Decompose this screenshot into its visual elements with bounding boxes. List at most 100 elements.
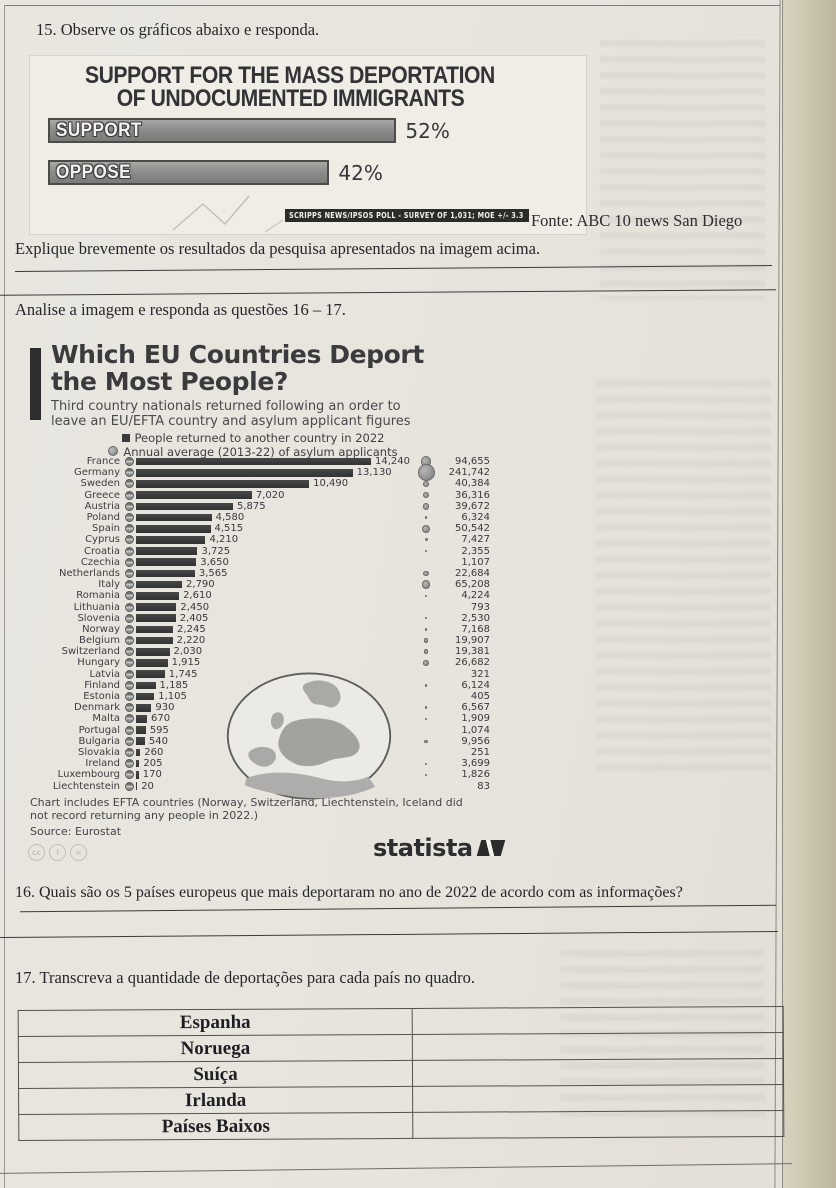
page-border-bottom: [0, 1163, 792, 1174]
flag-icon: [122, 725, 136, 735]
returned-bar-track: 1,105: [136, 691, 414, 702]
chart-row: Estonia 1,105 405: [28, 691, 590, 702]
returned-bar-track: 205: [136, 758, 414, 769]
returned-bar-track: 3,565: [136, 568, 414, 579]
asylum-dot-cell: [414, 627, 438, 631]
returned-bar-track: 2,790: [136, 579, 414, 590]
returned-bar-track: 4,515: [136, 523, 414, 534]
asylum-dot-cell: [414, 524, 438, 533]
asylum-dot: [423, 570, 429, 577]
chart-row: Netherlands 3,565 22,684: [28, 568, 590, 579]
fonte-text: Fonte: ABC 10 news San Diego: [531, 211, 743, 230]
asylum-dot: [425, 773, 427, 776]
returned-bar: [136, 782, 138, 790]
country-label: Denmark: [74, 702, 120, 714]
returned-value: 10,490: [313, 478, 349, 490]
chart-row: Poland 4,580 6,324: [28, 512, 590, 523]
returned-bar: [136, 759, 140, 768]
country-cell: Espanha: [18, 1008, 413, 1037]
returned-bar: [136, 592, 180, 600]
returned-bar: [136, 480, 310, 488]
country-label: Norway: [82, 623, 120, 635]
asylum-value: 65,208: [455, 579, 490, 591]
returned-bar: [136, 748, 141, 757]
country-label: Romania: [76, 590, 120, 602]
asylum-dot-cell: [414, 717, 438, 720]
returned-bar-track: 2,220: [136, 635, 414, 646]
chart-row: Slovakia 260 251: [28, 747, 590, 758]
returned-value: 2,610: [183, 590, 212, 602]
flag-icon: [122, 557, 136, 567]
returned-bar-track: 1,185: [136, 680, 414, 691]
asylum-dot: [424, 516, 428, 519]
chart-row: Malta 670 1,909: [28, 713, 590, 724]
asylum-dot-cell: [414, 706, 438, 710]
country-label: Lithuania: [73, 601, 120, 613]
returned-value: 7,020: [255, 489, 285, 501]
asylum-dot-cell: [414, 480, 438, 488]
asylum-dot-cell: [414, 550, 438, 553]
cc-license-icons: cc i =: [28, 844, 87, 861]
returned-bar: [136, 547, 198, 555]
chart-row: Slovenia 2,405 2,530: [28, 613, 590, 624]
asylum-value: 321: [470, 668, 490, 680]
asylum-value: 36,316: [455, 489, 490, 501]
asylum-dot: [423, 638, 429, 644]
asylum-value: 251: [470, 746, 490, 758]
returned-bar-track: 3,650: [136, 557, 414, 568]
country-label: Luxembourg: [57, 769, 120, 781]
flag-icon: [122, 669, 136, 679]
returned-value: 1,185: [159, 679, 189, 691]
country-label: Estonia: [83, 691, 120, 703]
country-label: Latvia: [89, 668, 120, 680]
chart-row: Spain 4,515 50,542: [28, 523, 590, 534]
returned-value: 260: [144, 746, 164, 758]
chart-row: Switzerland 2,030 19,381: [28, 646, 590, 657]
asylum-value: 2,530: [461, 612, 490, 624]
chart-row: Italy 2,790 65,208: [28, 579, 590, 590]
asylum-value: 9,956: [461, 735, 490, 747]
returned-value: 4,210: [209, 534, 239, 546]
table-row: Países Baixos: [18, 1110, 784, 1141]
legend-square-icon: [121, 434, 130, 442]
asylum-value: 6,124: [461, 679, 490, 691]
returned-bar: [136, 491, 252, 499]
returned-bar: [136, 625, 174, 634]
asylum-dot: [424, 762, 428, 765]
country-label: Croatia: [84, 545, 120, 557]
flag-icon: [122, 647, 136, 657]
flag-icon: [122, 513, 136, 523]
returned-bar-track: 540: [136, 736, 414, 747]
chart-row: Denmark 930 6,567: [28, 702, 590, 713]
country-label: Netherlands: [59, 567, 120, 579]
country-label: Cyprus: [85, 534, 120, 546]
country-cell: Países Baixos: [18, 1112, 413, 1141]
asylum-value: 4,224: [461, 590, 490, 602]
deportation-table: Espanha Noruega Suíça Irlanda Países Baixos: [18, 1006, 785, 1141]
explain-prompt: Explique brevemente os resultados da pes…: [15, 239, 541, 258]
flag-icon: [122, 714, 136, 724]
asylum-dot: [424, 706, 428, 710]
asylum-dot: [424, 684, 428, 687]
chart-row: Luxembourg 170 1,826: [28, 769, 590, 780]
returned-bar: [136, 726, 146, 734]
chart-row: Hungary 1,915 26,682: [28, 657, 590, 668]
flag-icon: [122, 636, 136, 646]
support-bar-label: SUPPORT: [56, 119, 142, 141]
returned-bar-track: 2,405: [136, 613, 414, 624]
returned-value: 170: [142, 769, 162, 781]
value-cell: [412, 1032, 784, 1061]
europe-globe-icon: [226, 672, 392, 800]
flag-icon: [122, 759, 136, 769]
country-label: Slovakia: [78, 746, 120, 758]
country-label: Portugal: [78, 724, 120, 736]
country-label: Poland: [86, 512, 120, 524]
returned-bar: [136, 614, 176, 623]
returned-bar-track: 2,030: [136, 646, 414, 657]
chart-row: Portugal 595 1,074: [28, 725, 590, 736]
returned-value: 2,220: [176, 635, 206, 647]
returned-value: 595: [149, 724, 169, 736]
title-accent-bar: [30, 348, 41, 420]
returned-value: 2,030: [173, 646, 203, 658]
